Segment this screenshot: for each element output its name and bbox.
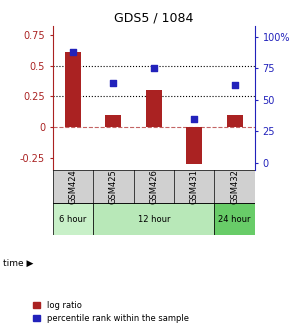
Text: 12 hour: 12 hour	[138, 215, 170, 224]
Text: GSM424: GSM424	[69, 169, 77, 204]
Text: GSM432: GSM432	[230, 169, 239, 204]
Title: GDS5 / 1084: GDS5 / 1084	[114, 12, 193, 25]
Legend: log ratio, percentile rank within the sample: log ratio, percentile rank within the sa…	[33, 301, 189, 323]
Text: GSM425: GSM425	[109, 169, 118, 204]
Point	[192, 116, 197, 121]
Bar	[105, 115, 122, 127]
Bar	[226, 115, 243, 127]
Bar	[146, 90, 162, 127]
Text: GSM431: GSM431	[190, 169, 199, 204]
Bar	[214, 203, 255, 235]
Point	[111, 81, 116, 86]
Text: 24 hour: 24 hour	[219, 215, 251, 224]
Bar	[93, 203, 214, 235]
Bar	[53, 203, 93, 235]
Point	[151, 65, 156, 71]
Text: time ▶: time ▶	[3, 259, 33, 268]
Text: GSM426: GSM426	[149, 169, 158, 204]
Bar	[186, 127, 202, 164]
Text: 6 hour: 6 hour	[59, 215, 87, 224]
Point	[232, 82, 237, 87]
Bar	[65, 52, 81, 127]
Point	[71, 49, 75, 54]
